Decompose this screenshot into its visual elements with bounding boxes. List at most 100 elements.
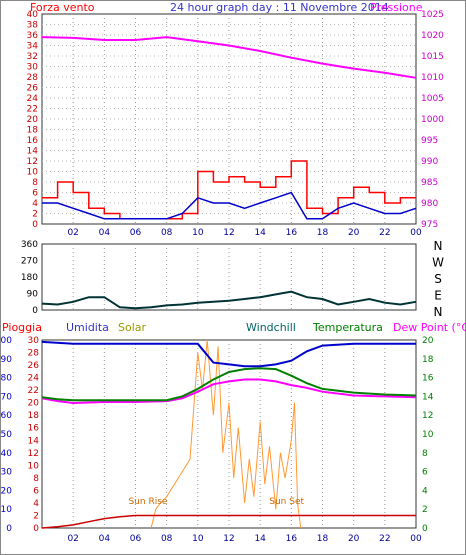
- panel3-x-tick: 18: [317, 534, 329, 544]
- panel1-left-tick: 34: [27, 42, 39, 52]
- panel1-right-tick: 980: [421, 199, 438, 209]
- rain-line: [41, 514, 416, 529]
- temperature-line: [41, 367, 417, 402]
- panel1-x-tick: 04: [99, 228, 111, 238]
- gust-line: [42, 160, 416, 220]
- wind-speed-line: [42, 191, 417, 220]
- panel3-x-tick: 00: [410, 534, 422, 544]
- panel3-humidity-tick: 20: [1, 486, 13, 496]
- panel1-x-tick: 22: [379, 228, 390, 238]
- panel1-x-tick: 12: [223, 228, 234, 238]
- panel3-rain-tick: 24: [28, 374, 40, 384]
- panel1-left-tick: 6: [32, 189, 38, 199]
- sun-rise-label: Sun Rise: [128, 497, 167, 507]
- panel3-windchill-label: Windchill: [246, 321, 296, 334]
- panel3-temp-tick: 16: [422, 374, 434, 384]
- panel3-temp-tick: 20: [422, 336, 434, 346]
- panel3-x-tick: 22: [379, 534, 390, 544]
- panel3-rain-tick: 2: [33, 511, 39, 521]
- panel3-rain-tick: 10: [28, 461, 40, 471]
- panel3-x-tick: 16: [286, 534, 298, 544]
- panel1-right-tick: 1015: [421, 52, 444, 62]
- panel1-right-tick: 1020: [421, 31, 444, 41]
- panel3-humidity-tick: 90: [1, 355, 13, 365]
- panel2-left-tick: 180: [21, 273, 38, 283]
- panel1-left-tick: 16: [27, 136, 39, 146]
- panel1-right-tick: 1000: [421, 115, 444, 125]
- panel3-humidity-tick: 40: [1, 449, 13, 459]
- panel3-solar-label: Solar: [118, 321, 147, 334]
- panel1-left-tick: 2: [32, 210, 38, 220]
- panel3-rain-tick: 14: [28, 436, 40, 446]
- panel1-title: 24 hour graph day : 11 Novembre 2014: [170, 1, 389, 14]
- panel1-left-tick: 30: [27, 63, 39, 73]
- panel1-x-tick: 00: [410, 228, 422, 238]
- panel3-temp-tick: 6: [422, 468, 428, 478]
- solar-line: [150, 339, 302, 529]
- panel3-x-tick: 14: [254, 534, 266, 544]
- panel1-left-tick: 22: [27, 105, 38, 115]
- panel3-x-tick: 02: [67, 534, 78, 544]
- panel3-rain-tick: 18: [28, 411, 40, 421]
- panel3-rain-tick: 8: [33, 474, 39, 484]
- panel3-rain-tick: 22: [28, 386, 39, 396]
- panel1-left-tick: 32: [27, 52, 38, 62]
- panel3-temp-tick: 4: [422, 486, 428, 496]
- wind-direction-line: [41, 290, 417, 310]
- windchill-line: [41, 378, 417, 405]
- panel1-left-tick: 4: [32, 199, 38, 209]
- panel3-humidity-tick: 30: [1, 468, 13, 478]
- panel3-humidity-tick: 60: [1, 411, 13, 421]
- panel2-compass-label: E: [434, 289, 442, 303]
- panel3-rain-tick: 12: [28, 449, 39, 459]
- panel1-x-tick: 08: [161, 228, 173, 238]
- panel1-right-tick: 1010: [421, 73, 444, 83]
- panel3-humidity-tick: 80: [1, 374, 13, 384]
- panel1-left-label: Forza vento: [30, 1, 95, 14]
- panel1-x-tick: 16: [286, 228, 298, 238]
- panel3-rain-tick: 6: [33, 486, 39, 496]
- panel1-left-tick: 18: [27, 126, 39, 136]
- panel1-x-tick: 18: [317, 228, 329, 238]
- panel3-rain-tick: 30: [28, 336, 40, 346]
- panel3-x-tick: 20: [348, 534, 360, 544]
- panel3-rain-tick: 26: [28, 361, 40, 371]
- panel1-x-tick: 06: [130, 228, 142, 238]
- panel1-x-tick: 02: [67, 228, 78, 238]
- panel3-rain-tick: 4: [33, 499, 39, 509]
- panel3-rain-tick: 20: [28, 399, 40, 409]
- panel1-left-tick: 38: [27, 21, 39, 31]
- panel3-x-tick: 06: [130, 534, 142, 544]
- panel1-left-tick: 26: [27, 84, 39, 94]
- panel3-temp-tick: 0: [422, 524, 428, 534]
- panel3-rain-tick: 28: [28, 349, 40, 359]
- panel2-left-tick: 0: [32, 306, 38, 316]
- panel3-humidity-label: Umidita: [66, 321, 109, 334]
- panel1-left-tick: 28: [27, 73, 39, 83]
- panel2-left-tick: 90: [27, 290, 39, 300]
- panel1-left-tick: 10: [27, 168, 39, 178]
- panel1-left-tick: 20: [27, 115, 39, 125]
- panel3-humidity-tick: 10: [1, 505, 13, 515]
- panel3-humidity-tick: 50: [1, 430, 13, 440]
- panel1-left-tick: 36: [27, 31, 39, 41]
- panel3-x-tick: 08: [161, 534, 173, 544]
- panel1-right-label: Pressione: [370, 1, 423, 14]
- panel3-x-tick: 12: [223, 534, 234, 544]
- panel1-right-tick: 975: [421, 220, 438, 230]
- panel2-left-tick: 360: [21, 240, 38, 250]
- panel1-left-tick: 12: [27, 157, 38, 167]
- panel1-left-tick: 14: [27, 147, 39, 157]
- panel2-compass-label: N: [434, 239, 443, 253]
- panel1-right-tick: 995: [421, 136, 438, 146]
- panel1-x-tick: 14: [254, 228, 266, 238]
- panel3-x-tick: 10: [192, 534, 204, 544]
- panel2-compass-label: W: [432, 256, 444, 270]
- panel1-left-tick: 24: [27, 94, 39, 104]
- panel3-rain-label: Pioggia: [2, 321, 42, 334]
- panel3-temp-tick: 10: [422, 430, 434, 440]
- panel2-compass-label: S: [434, 272, 442, 286]
- panel2-left-tick: 270: [21, 257, 38, 267]
- panel1-left-tick: 40: [27, 10, 39, 20]
